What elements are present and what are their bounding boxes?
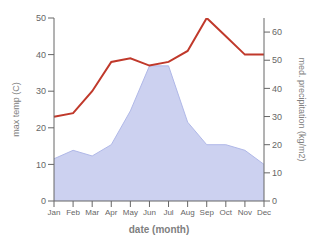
svg-text:May: May [123, 208, 138, 217]
svg-text:Feb: Feb [66, 208, 80, 217]
svg-text:Dec: Dec [257, 208, 271, 217]
svg-text:0: 0 [272, 196, 277, 206]
svg-text:date (month): date (month) [129, 224, 190, 235]
svg-text:20: 20 [36, 123, 46, 133]
svg-text:Jul: Jul [163, 208, 173, 217]
svg-text:50: 50 [36, 13, 46, 23]
svg-text:Nov: Nov [238, 208, 252, 217]
svg-text:60: 60 [272, 27, 282, 37]
svg-text:max temp (C): max temp (C) [11, 82, 21, 137]
svg-text:Jan: Jan [48, 208, 61, 217]
svg-text:Oct: Oct [220, 208, 233, 217]
svg-text:Mar: Mar [85, 208, 99, 217]
svg-text:Aug: Aug [181, 208, 195, 217]
svg-text:Jun: Jun [143, 208, 156, 217]
svg-text:0: 0 [41, 196, 46, 206]
svg-text:40: 40 [36, 50, 46, 60]
svg-text:30: 30 [36, 86, 46, 96]
svg-text:40: 40 [272, 84, 282, 94]
svg-text:10: 10 [36, 160, 46, 170]
svg-text:20: 20 [272, 140, 282, 150]
svg-text:Sep: Sep [200, 208, 215, 217]
svg-text:Apr: Apr [105, 208, 118, 217]
svg-text:med. precipitation (kg/m2): med. precipitation (kg/m2) [297, 57, 307, 161]
svg-text:50: 50 [272, 55, 282, 65]
svg-text:10: 10 [272, 168, 282, 178]
svg-text:30: 30 [272, 112, 282, 122]
